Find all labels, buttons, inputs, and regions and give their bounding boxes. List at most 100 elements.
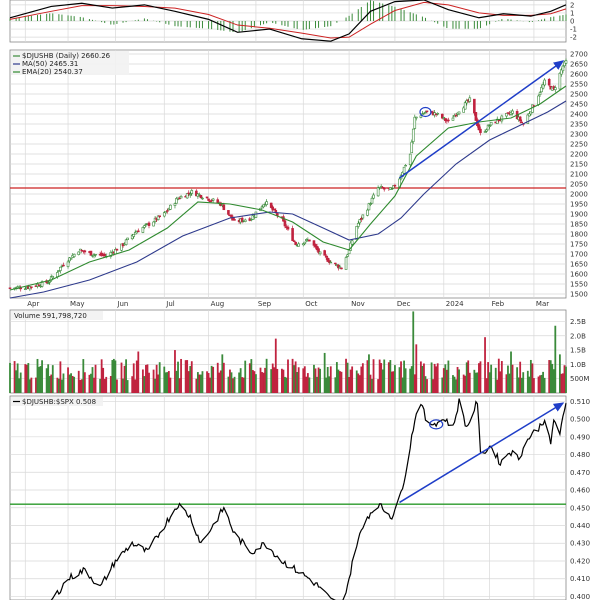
volume-bar	[539, 375, 541, 393]
volume-y-tick-label: 1.0B	[570, 361, 586, 369]
volume-bar	[169, 377, 172, 393]
volume-bar	[251, 370, 254, 393]
candle-body	[103, 253, 107, 256]
volume-bar	[323, 352, 326, 393]
volume-bar	[455, 379, 457, 393]
volume-bar	[273, 367, 276, 393]
candle-body	[130, 234, 134, 240]
volume-bar	[285, 377, 288, 393]
ratio-y-tick-label: 0.500	[570, 416, 590, 424]
volume-bar	[533, 378, 535, 393]
volume-bar	[83, 372, 86, 393]
candle-body	[468, 97, 472, 102]
candle-body	[156, 215, 160, 220]
candle-body	[303, 241, 307, 244]
volume-bar	[497, 358, 500, 393]
volume-bar	[368, 354, 370, 393]
volume-bar	[239, 368, 242, 393]
volume-bar	[357, 373, 360, 393]
ratio-frame	[9, 395, 567, 600]
volume-bar	[57, 378, 60, 393]
volume-bar	[184, 360, 187, 393]
macd-y-tick-label: 1	[570, 9, 574, 17]
candle-body	[162, 212, 166, 217]
volume-bar	[381, 369, 384, 393]
candle-body	[126, 237, 129, 240]
volume-bar	[346, 362, 349, 393]
volume-bar	[164, 372, 167, 393]
candle-body	[166, 210, 169, 212]
ratio-y-tick-label: 0.460	[570, 487, 590, 495]
volume-bar	[93, 377, 95, 393]
volume-bar	[400, 361, 402, 393]
volume-bar	[68, 374, 71, 393]
volume-bar	[195, 378, 198, 393]
volume-bar	[94, 364, 97, 393]
volume-bar	[180, 358, 182, 393]
candle-body	[135, 231, 139, 234]
volume-bar	[494, 367, 497, 393]
volume-bar	[219, 370, 222, 393]
volume-bar	[479, 361, 482, 393]
ratio-legend: $DJUSHB:$SPX 0.508	[22, 398, 96, 406]
macd-y-tick-label: -1	[570, 26, 577, 34]
volume-bar	[62, 373, 65, 393]
candle-body	[207, 198, 210, 201]
volume-bar	[306, 373, 309, 393]
candle-body	[109, 252, 113, 257]
volume-bar	[50, 374, 53, 393]
candle-body	[489, 121, 493, 126]
volume-bar	[296, 372, 299, 393]
x-tick-label: Jun	[116, 300, 128, 308]
candle-body	[369, 203, 372, 205]
price-y-tick-label: 1750	[570, 241, 588, 249]
volume-bar	[99, 378, 102, 393]
volume-bar	[317, 367, 320, 393]
volume-bar	[141, 369, 144, 393]
candle-body	[69, 258, 73, 260]
volume-bar	[505, 374, 508, 393]
volume-bar	[303, 366, 306, 393]
volume-bar	[154, 378, 157, 393]
volume-bar	[563, 365, 566, 393]
candle-body	[337, 264, 340, 269]
legend-entry: MA(50) 2465.31	[22, 60, 78, 68]
volume-y-tick-label: 2.5B	[570, 318, 586, 326]
volume-bar	[264, 367, 266, 393]
volume-bar	[212, 366, 215, 393]
volume-bar	[371, 378, 373, 393]
volume-bar	[178, 378, 181, 393]
candle-body	[233, 219, 236, 221]
volume-bar	[51, 365, 54, 393]
ratio-highlight-circle	[429, 419, 444, 430]
price-y-tick-label: 2450	[570, 101, 588, 109]
volume-bar	[432, 379, 435, 393]
volume-bar	[90, 373, 92, 393]
candle-body	[485, 129, 488, 132]
volume-bar	[511, 364, 514, 393]
price-y-tick-label: 2000	[570, 191, 588, 199]
candle-body	[94, 254, 97, 256]
volume-bar	[148, 372, 150, 393]
volume-bar	[167, 371, 170, 393]
candle-body	[462, 107, 465, 113]
volume-bar	[496, 379, 499, 393]
candle-body	[488, 125, 491, 127]
volume-bar	[35, 377, 37, 393]
ratio-legend-box	[11, 397, 103, 406]
volume-bar	[345, 358, 347, 393]
volume-bar	[424, 376, 427, 393]
volume-bar	[244, 360, 247, 393]
candle-body	[366, 209, 369, 216]
candle-body	[477, 124, 481, 131]
macd-y-tick-label: 0	[570, 18, 574, 26]
volume-bar	[430, 362, 433, 393]
candle-body	[272, 208, 276, 211]
volume-bar	[198, 374, 201, 393]
candle-body	[147, 222, 151, 226]
candle-body	[46, 282, 50, 285]
volume-bar	[404, 368, 407, 393]
volume-bar	[458, 369, 460, 393]
candle-body	[240, 217, 244, 222]
